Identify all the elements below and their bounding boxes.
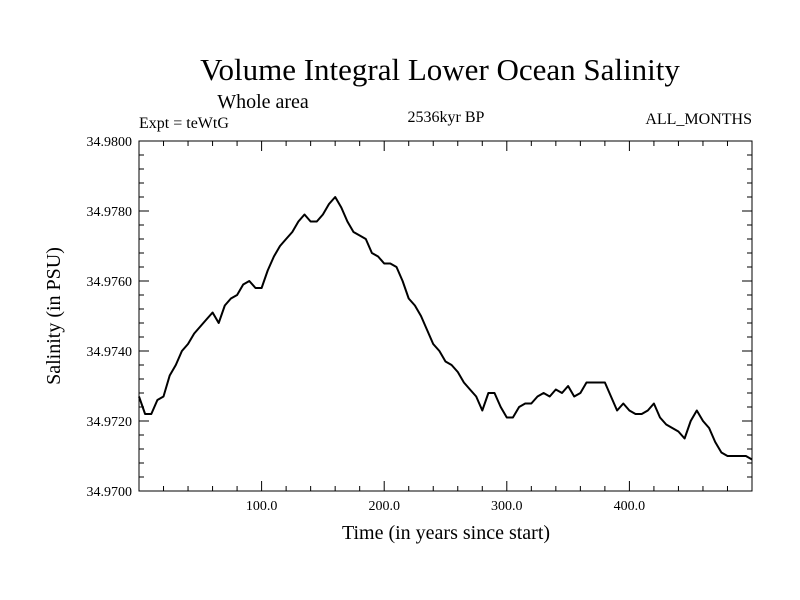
y-tick-label: 34.9780 — [87, 205, 133, 220]
plot-frame — [138, 140, 753, 492]
y-tick-label: 34.9740 — [87, 345, 133, 360]
chart-title: Volume Integral Lower Ocean Salinity — [200, 52, 680, 87]
salinity-line — [138, 196, 753, 461]
plot-area — [138, 140, 753, 492]
x-axis-ticks: 100.0 200.0 300.0 400.0 — [163, 141, 728, 514]
x-tick-label: 200.0 — [368, 499, 400, 514]
y-axis-label: Salinity (in PSU) — [43, 247, 65, 385]
x-tick-label: 300.0 — [491, 499, 523, 514]
period-label: 2536kyr BP — [408, 109, 485, 126]
experiment-label: Expt = teWtG — [139, 115, 229, 132]
y-axis-ticks: 34.9700 34.9720 34.9740 34.9760 34.9780 34.98… — [87, 135, 752, 500]
y-tick-label: 34.9720 — [87, 415, 133, 430]
x-tick-label: 400.0 — [614, 499, 646, 514]
x-axis-label: Time (in years since start) — [342, 522, 550, 544]
chart-subtitle: Whole area — [217, 91, 309, 113]
y-tick-label: 34.9800 — [87, 135, 133, 150]
x-tick-label: 100.0 — [246, 499, 278, 514]
months-label: ALL_MONTHS — [645, 111, 752, 128]
y-tick-label: 34.9700 — [87, 485, 133, 500]
y-tick-label: 34.9760 — [87, 275, 133, 290]
